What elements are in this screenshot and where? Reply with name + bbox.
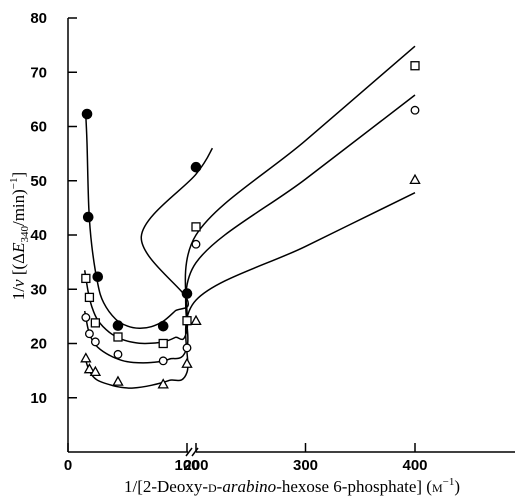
x-tick-label: 0	[64, 457, 72, 474]
data-point-open-square	[113, 332, 123, 342]
y-tick-label: 60	[30, 119, 47, 136]
y-axis-title: 1/v [(ΔE340/min)−1]	[8, 172, 31, 300]
data-points	[80, 61, 421, 389]
y-ticks: 10 20 30 40 50 60 70 80	[30, 10, 77, 407]
y-tick-label: 80	[30, 10, 47, 27]
fit-curve-open-square	[83, 45, 416, 345]
data-point-open-circle	[81, 313, 91, 322]
data-point-open-circle	[191, 239, 201, 249]
x-tick-label: 300	[293, 457, 318, 474]
x-axis-break-mark-right	[191, 447, 199, 457]
data-point-open-circle	[158, 356, 168, 366]
y-tick-label: 10	[30, 390, 47, 407]
data-point-filled-circle	[157, 320, 169, 332]
data-point-open-triangle	[80, 352, 92, 363]
y-tick-label: 30	[30, 281, 47, 298]
fit-curve-open-triangle	[83, 192, 416, 389]
y-tick-label: 70	[30, 64, 47, 81]
data-point-open-triangle	[83, 363, 96, 374]
fit-curves	[83, 45, 416, 389]
data-point-open-circle	[410, 105, 420, 115]
data-point-open-square	[90, 318, 101, 328]
x-tick-label: 400	[402, 457, 427, 474]
y-tick-label: 20	[30, 336, 47, 353]
data-point-open-square	[410, 61, 420, 71]
data-point-open-square	[81, 273, 91, 284]
data-point-open-triangle	[89, 365, 102, 377]
fit-curve-open-circle	[83, 94, 416, 364]
data-point-open-circle	[113, 349, 123, 359]
x-axis-title: 1/[2-Deoxy-D-arabino-hexose 6-phosphate]…	[124, 476, 460, 496]
data-point-open-triangle	[181, 357, 193, 368]
data-point-open-triangle	[409, 173, 421, 184]
axes	[67, 18, 515, 457]
data-point-filled-circle	[82, 211, 94, 223]
data-point-filled-circle	[190, 161, 202, 173]
data-point-open-square	[182, 316, 192, 326]
data-point-open-circle	[90, 337, 100, 347]
data-point-filled-circle	[112, 320, 124, 331]
data-point-open-square	[158, 338, 168, 349]
data-point-open-triangle	[190, 314, 202, 326]
data-point-open-triangle	[112, 375, 124, 386]
data-point-filled-circle	[81, 108, 93, 120]
fit-curve-filled-circle	[85, 115, 214, 330]
data-point-open-triangle	[157, 378, 169, 389]
data-point-open-square	[191, 222, 201, 232]
data-point-filled-circle	[92, 271, 104, 283]
x-tick-label: 100	[174, 457, 199, 474]
x-axis-break-mark-left	[185, 447, 193, 457]
data-point-filled-circle	[181, 288, 193, 299]
data-point-open-circle	[84, 329, 94, 339]
data-point-open-circle	[182, 343, 192, 353]
y-tick-label: 40	[30, 227, 47, 244]
data-point-open-square	[84, 292, 95, 303]
y-tick-label: 50	[30, 173, 47, 190]
x-tick-label: 200	[183, 457, 208, 474]
